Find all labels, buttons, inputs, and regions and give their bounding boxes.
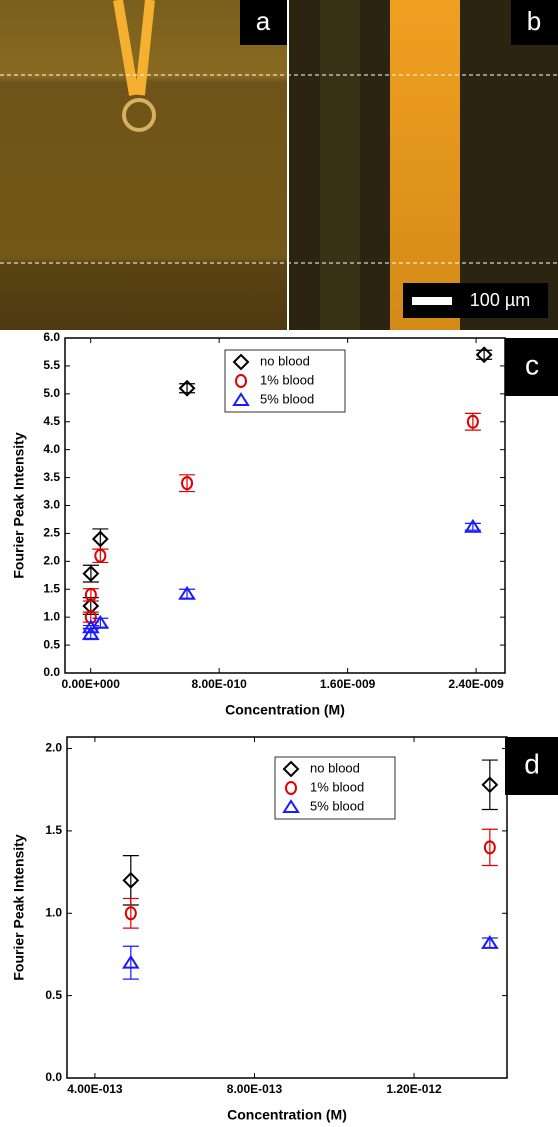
marker xyxy=(84,587,97,602)
y-tick-label: 1.5 xyxy=(45,823,62,837)
marker xyxy=(181,476,194,491)
y-tick-label: 1.0 xyxy=(43,609,60,623)
legend-label: 5% blood xyxy=(260,391,314,406)
x-axis-title: Concentration (M) xyxy=(227,1107,347,1123)
error-bar xyxy=(122,897,139,929)
panel-label: a xyxy=(256,6,271,36)
marker xyxy=(178,585,196,600)
legend-marker xyxy=(235,374,247,388)
marker xyxy=(124,906,137,921)
legend-label: 5% blood xyxy=(310,798,364,813)
x-tick-label: 1.20E-012 xyxy=(386,1082,442,1096)
panel-label: c xyxy=(525,349,539,380)
error-bar xyxy=(481,759,498,811)
y-tick-label: 2.0 xyxy=(45,741,62,755)
x-tick-label: 4.00E-013 xyxy=(67,1082,123,1096)
legend-marker xyxy=(282,799,300,813)
y-tick-label: 0.5 xyxy=(45,988,62,1002)
y-tick-label: 6.0 xyxy=(43,330,60,344)
x-tick-label: 1.60E-009 xyxy=(320,677,376,691)
y-tick-label: 4.5 xyxy=(43,414,60,428)
y-tick-label: 5.0 xyxy=(43,386,60,400)
y-axis-title: Fourier Peak Intensity xyxy=(11,834,27,980)
legend-label: 1% blood xyxy=(310,779,364,794)
legend-marker xyxy=(232,392,250,406)
y-tick-label: 0.0 xyxy=(45,1070,62,1084)
marker xyxy=(91,530,109,548)
photo-band xyxy=(320,0,360,330)
marker xyxy=(122,871,140,889)
x-tick-label: 2.40E-009 xyxy=(448,677,504,691)
y-tick-label: 5.5 xyxy=(43,358,60,372)
x-axis-title: Concentration (M) xyxy=(225,702,345,718)
marker xyxy=(466,414,479,429)
label-box xyxy=(505,737,558,795)
marker xyxy=(94,548,107,563)
legend-marker xyxy=(285,781,297,795)
panel-label: b xyxy=(527,6,541,36)
panel-label: d xyxy=(524,748,540,779)
photo-strip xyxy=(390,0,460,330)
legend-label: no blood xyxy=(260,353,310,368)
x-tick-label: 0.00E+000 xyxy=(61,677,120,691)
marker xyxy=(91,614,110,629)
marker xyxy=(82,565,100,583)
legend-box xyxy=(224,349,346,413)
legend-marker xyxy=(282,760,300,778)
scale-bar xyxy=(412,297,452,305)
error-bar xyxy=(122,945,139,980)
electrode-loop xyxy=(122,98,156,132)
x-tick-label: 8.00E-013 xyxy=(227,1082,283,1096)
marker xyxy=(483,840,496,855)
label-box xyxy=(505,338,558,396)
error-bar xyxy=(481,828,498,867)
marker xyxy=(475,346,493,364)
legend-box xyxy=(274,756,396,820)
y-tick-label: 0.5 xyxy=(43,637,60,651)
y-tick-label: 0.0 xyxy=(43,665,60,679)
marker xyxy=(481,935,499,949)
legend-marker xyxy=(232,353,250,371)
plot-frame xyxy=(66,736,508,1079)
marker xyxy=(481,776,499,794)
y-tick-label: 1.0 xyxy=(45,905,62,919)
y-axis-title: Fourier Peak Intensity xyxy=(11,432,27,578)
error-bar xyxy=(179,383,196,394)
label-box xyxy=(240,0,287,45)
y-tick-label: 2.0 xyxy=(43,554,60,568)
electrode xyxy=(113,0,155,96)
marker xyxy=(464,518,482,533)
y-tick-label: 1.5 xyxy=(43,581,60,595)
y-tick-label: 3.5 xyxy=(43,470,60,484)
x-tick-label: 8.00E-010 xyxy=(191,677,247,691)
label-box xyxy=(511,0,558,45)
y-tick-label: 3.0 xyxy=(43,498,60,512)
y-tick-label: 4.0 xyxy=(43,442,60,456)
marker xyxy=(178,379,196,397)
legend-label: no blood xyxy=(310,760,360,775)
scale-label: 100 µm xyxy=(470,290,530,310)
legend-label: 1% blood xyxy=(260,372,314,387)
error-bar xyxy=(476,349,493,360)
marker xyxy=(122,954,140,969)
marker xyxy=(81,626,100,640)
plot-frame xyxy=(64,337,506,674)
y-tick-label: 2.5 xyxy=(43,526,60,540)
